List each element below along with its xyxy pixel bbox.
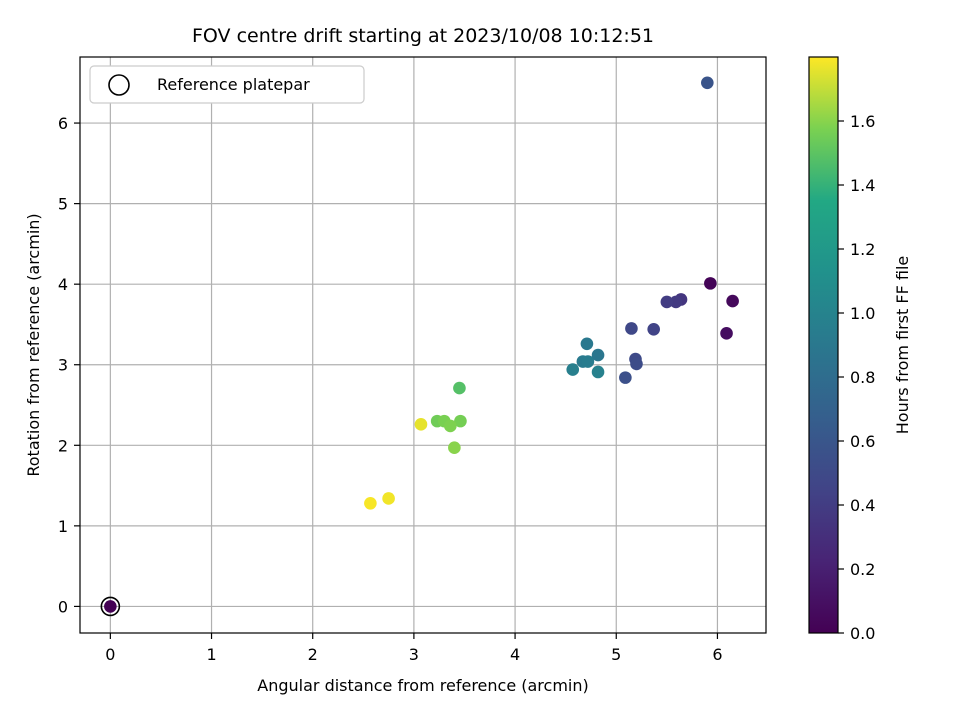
x-tick-label: 1 [206,645,216,664]
legend-box [89,65,365,104]
data-point [647,322,660,336]
y-tick-label: 3 [58,356,68,375]
colorbar-tick-label: 0.8 [850,368,875,387]
x-axis-label: Angular distance from reference (arcmin) [257,676,588,695]
data-point [414,418,428,431]
data-point [619,371,632,384]
colorbar-tick-label: 0.4 [850,496,875,515]
colorbar-label: Hours from first FF file [893,256,912,435]
y-tick-label: 1 [58,517,68,536]
x-tick-label: 5 [611,645,621,664]
data-point [566,363,580,376]
data-point [104,600,117,613]
data-point [625,322,638,335]
colorbar-tick-label: 1.0 [850,304,875,323]
data-point [581,355,595,368]
data-point [591,365,605,379]
colorbar-tick-label: 1.6 [850,112,875,131]
data-point [448,441,461,455]
y-tick-label: 5 [58,195,68,214]
grid [80,57,766,633]
y-axis-label: Rotation from reference (arcmin) [24,213,43,476]
legend: Reference platepar [89,65,365,104]
x-tick-label: 6 [712,645,722,664]
colorbar-tick-label: 0.0 [850,624,875,643]
legend-marker-icon [108,74,130,96]
y-axis-ticks: 0 1 2 3 4 5 6 [58,114,80,616]
data-point [382,492,395,505]
x-axis-ticks: 0 1 2 3 4 5 6 [105,633,723,664]
colorbar-tick-label: 0.6 [850,432,875,451]
data-point [701,76,714,90]
colorbar-tick-label: 1.4 [850,176,875,195]
y-tick-label: 6 [58,114,68,133]
data-point [720,327,733,340]
data-point [726,294,739,308]
x-tick-label: 2 [308,645,318,664]
data-point [591,348,605,362]
data-point [454,414,467,428]
data-point [669,295,683,309]
x-tick-label: 3 [409,645,419,664]
y-tick-label: 2 [58,436,68,455]
data-points [104,76,739,613]
colorbar [808,56,839,634]
data-point [704,277,717,290]
y-tick-label: 4 [58,275,68,294]
data-point [630,357,643,371]
colorbar-tick-label: 0.2 [850,560,875,579]
data-point [364,496,377,510]
colorbar-ticks: 0.0 0.2 0.4 0.6 0.8 1.0 1.2 1.4 1.6 [838,112,875,643]
data-point [444,419,457,433]
plot-frame [79,56,767,634]
chart-title: FOV centre drift starting at 2023/10/08 … [192,25,654,47]
colorbar-tick-label: 1.2 [850,240,875,259]
data-point [580,337,594,351]
reference-platepar-marker [100,596,121,617]
x-tick-label: 4 [510,645,520,664]
legend-entry-reference-platepar: Reference platepar [157,75,310,94]
data-point [453,381,466,395]
x-tick-label: 0 [105,645,115,664]
y-tick-label: 0 [58,597,68,616]
data-point [660,295,674,309]
